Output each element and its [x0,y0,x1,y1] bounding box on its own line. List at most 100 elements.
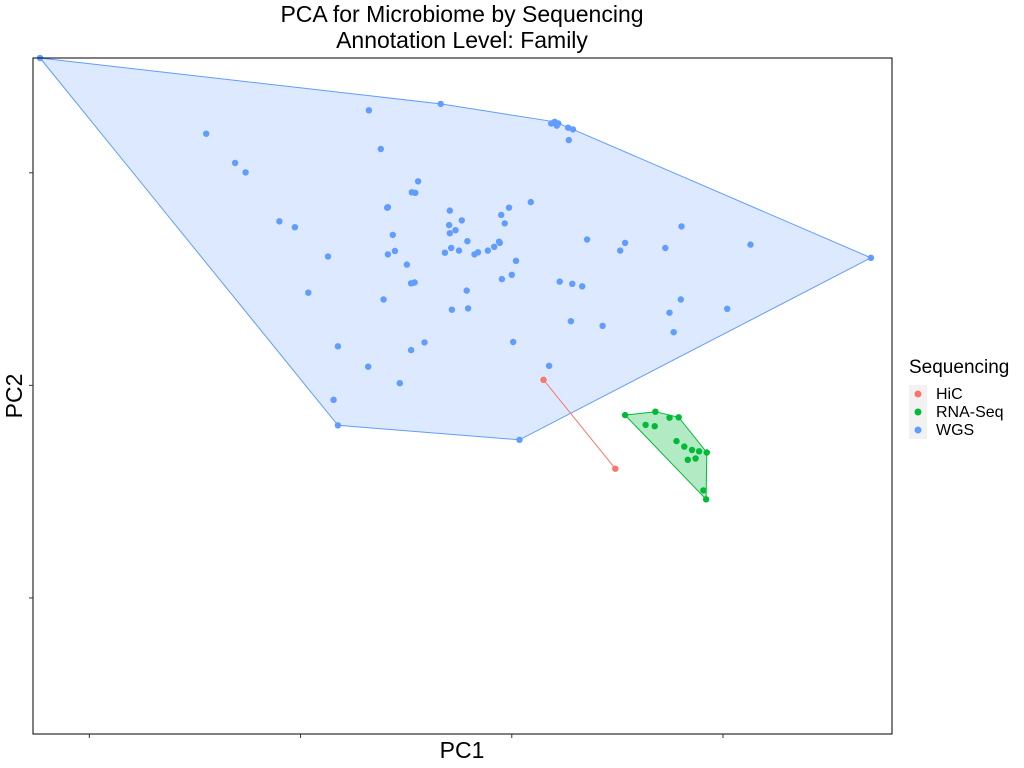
plot-panel-border [32,57,893,735]
wgs-point [501,220,508,227]
wgs-point [495,238,503,245]
wgs-point [380,296,387,303]
wgs-point [291,224,299,231]
wgs-point [527,198,534,206]
rna-seq-point [681,443,688,450]
wgs-point [569,126,577,133]
rna-seq-point [688,446,696,454]
wgs-point [441,249,449,256]
wgs-point [677,296,684,303]
wgs-point [548,120,555,127]
wgs-point [579,283,586,290]
wgs-point [747,241,754,248]
rna-seq-point [666,414,673,421]
hull-layer [38,57,873,501]
wgs-point [867,254,875,261]
wgs-point [330,396,337,403]
wgs-point [446,207,453,214]
wgs-point [445,221,453,229]
wgs-point [516,436,523,443]
wgs-point [408,189,415,196]
wgs-point [556,278,563,285]
wgs-point [305,289,312,296]
wgs-point [384,251,392,258]
wgs-point [411,279,418,286]
wgs-point [421,339,428,346]
wgs-point [414,178,422,185]
wgs-point [377,145,384,153]
wgs-point [403,261,411,268]
wgs-point [365,107,373,114]
legend-label-wgs: WGS [936,422,974,439]
rna-seq-point [673,437,680,445]
wgs-point [242,169,249,176]
wgs-point [512,257,520,264]
wgs-point [455,247,463,254]
wgs-point [583,236,591,243]
wgs-point [334,422,342,429]
wgs-point [276,218,283,225]
hic-point [540,376,547,383]
legend-marker-hic [914,390,922,398]
points-layer [36,54,875,503]
wgs-point [448,306,456,313]
rna-seq-point [642,421,649,429]
wgs-point [464,305,472,312]
wgs-point [498,275,506,283]
wgs-point [463,287,470,294]
wgs-point [474,249,482,256]
legend-marker-wgs [914,426,922,434]
wgs-point [617,247,624,254]
wgs-point [446,230,453,237]
wgs-point [564,124,572,131]
wgs-point [491,243,498,250]
wgs-point [553,122,560,129]
legend-marker-rna-seq [914,408,922,416]
rna-seq-point [651,423,658,430]
wgs-point [599,322,606,329]
wgs-point [448,244,455,252]
rna-seq-point [702,496,710,503]
wgs-point [662,244,669,252]
y-axis-ticks [29,172,33,599]
legend-label-rna-seq: RNA-Seq [936,404,1004,421]
wgs-point [324,253,332,260]
wgs-point [458,217,465,224]
wgs-point [724,305,731,312]
wgs-point [666,309,673,316]
chart-title: PCA for Microbiome by Sequencing [280,1,643,27]
wgs-point [510,338,517,346]
wgs-point [670,329,677,336]
rna-seq-point [703,449,710,456]
rna-seq-hull [624,411,708,501]
wgs-point [498,211,505,219]
wgs-point [437,100,444,108]
chart-subtitle: Annotation Level: Family [336,27,588,53]
rna-seq-point [692,455,699,462]
wgs-point [365,363,372,370]
rna-seq-point [700,487,707,494]
wgs-point [334,343,342,350]
wgs-point [396,380,403,387]
wgs-point [621,239,629,247]
wgs-point [464,238,471,245]
wgs-point [508,271,515,278]
x-axis-ticks [88,734,724,738]
wgs-hull [38,57,873,441]
wgs-point [231,159,239,167]
wgs-point [389,231,396,239]
wgs-point [452,227,459,234]
wgs-point [567,318,575,325]
wgs-point [678,223,685,230]
rna-seq-point [684,456,691,463]
legend-label-hic: HiC [936,386,963,403]
wgs-point [565,136,572,144]
wgs-point [484,247,491,254]
rna-seq-point [675,414,682,421]
rna-seq-point [695,448,703,455]
wgs-point [391,247,399,255]
wgs-point [545,362,553,369]
wgs-point [569,280,576,287]
